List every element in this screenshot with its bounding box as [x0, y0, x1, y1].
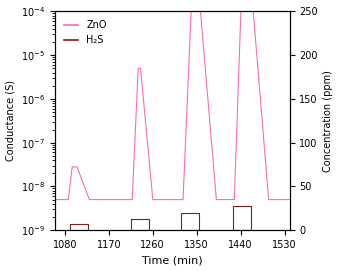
X-axis label: Time (min): Time (min): [142, 256, 203, 265]
Y-axis label: Concentration (ppm): Concentration (ppm): [323, 70, 334, 172]
Legend: ZnO, H₂S: ZnO, H₂S: [60, 16, 111, 49]
Y-axis label: Conductance (S): Conductance (S): [5, 80, 16, 161]
